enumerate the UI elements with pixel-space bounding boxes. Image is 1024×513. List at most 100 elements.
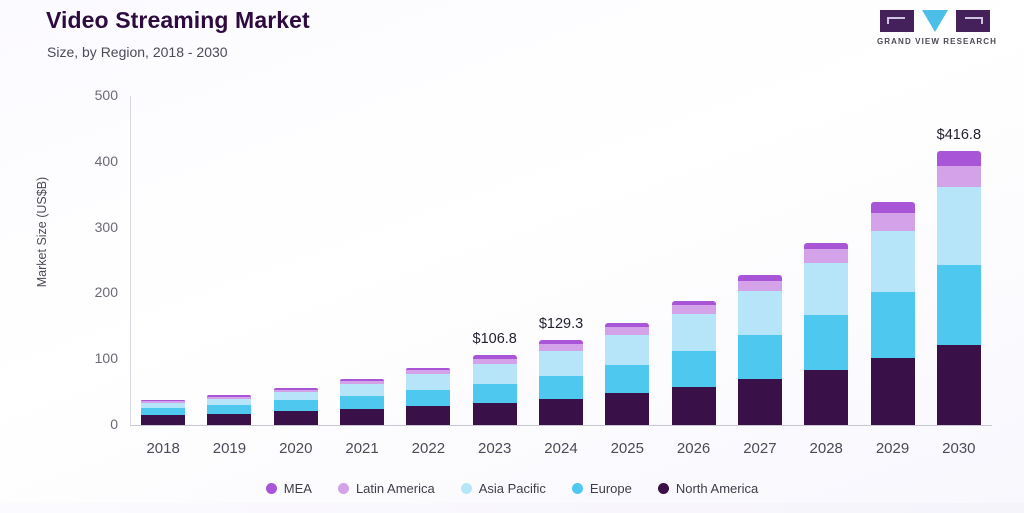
bar-segment-north-america[interactable]: [539, 399, 583, 425]
logo-arrow-left-v: [887, 17, 889, 24]
bar-segment-north-america[interactable]: [671, 387, 716, 425]
logo-square-right-icon: [956, 10, 990, 32]
bar-segment-latin-america[interactable]: [870, 213, 915, 231]
bar-group[interactable]: [340, 378, 385, 425]
bar-segment-asia-pacific[interactable]: [737, 291, 782, 335]
bar-segment-europe[interactable]: [406, 390, 451, 407]
bar-group[interactable]: [273, 387, 318, 425]
bar-segment-europe[interactable]: [737, 334, 782, 380]
bar-segment-mea[interactable]: [472, 354, 517, 359]
bar-segment-mea[interactable]: [141, 400, 186, 402]
legend-label: North America: [675, 481, 759, 496]
bar-segment-north-america[interactable]: [605, 393, 650, 425]
bar-group[interactable]: [671, 301, 716, 425]
bar-segment-latin-america[interactable]: [804, 249, 849, 264]
bar-stack: [936, 150, 981, 425]
bar-group[interactable]: [870, 201, 915, 425]
logo-triangle-icon: [922, 10, 948, 32]
legend-item-latin-america[interactable]: Latin America: [337, 481, 435, 496]
bar-segment-europe[interactable]: [207, 405, 252, 414]
legend-item-mea[interactable]: MEA: [265, 481, 312, 496]
legend-label: Latin America: [355, 481, 435, 496]
bar-segment-europe[interactable]: [141, 407, 186, 416]
bar-stack: [737, 275, 782, 425]
bar-group[interactable]: [207, 395, 252, 425]
bar-segment-europe[interactable]: [936, 265, 981, 345]
bar-group[interactable]: [141, 400, 186, 425]
bar-segment-mea[interactable]: [671, 301, 716, 306]
bar-segment-north-america[interactable]: [141, 415, 186, 425]
bar-segment-asia-pacific[interactable]: [406, 374, 451, 391]
bar-group[interactable]: [406, 367, 451, 425]
bar-segment-asia-pacific[interactable]: [207, 398, 252, 406]
bar-segment-latin-america[interactable]: [539, 344, 583, 352]
bar-segment-latin-america[interactable]: [472, 358, 517, 365]
bar-group[interactable]: [737, 275, 782, 425]
bar-segment-latin-america[interactable]: [340, 380, 385, 385]
bar-segment-mea[interactable]: [936, 150, 981, 166]
bar-group[interactable]: $129.3: [539, 316, 583, 425]
bar-group[interactable]: [605, 322, 650, 425]
bar-segment-north-america[interactable]: [406, 406, 451, 425]
bar-segment-asia-pacific[interactable]: [273, 392, 318, 401]
bar-group[interactable]: [804, 242, 849, 425]
bar-segment-north-america[interactable]: [207, 413, 252, 425]
legend-item-europe[interactable]: Europe: [571, 481, 632, 496]
bar-segment-mea[interactable]: [273, 387, 318, 390]
logo-square-left-icon: [880, 10, 914, 32]
bar-segment-asia-pacific[interactable]: [671, 314, 716, 352]
legend-item-north-america[interactable]: North America: [657, 481, 759, 496]
bar-segment-north-america[interactable]: [737, 379, 782, 425]
bar-segment-north-america[interactable]: [472, 402, 517, 425]
bar-value-label: $416.8: [936, 126, 982, 143]
bar-segment-mea[interactable]: [870, 201, 915, 214]
bar-segment-north-america[interactable]: [804, 369, 849, 425]
bar-group[interactable]: $106.8: [472, 331, 517, 425]
legend-item-asia-pacific[interactable]: Asia Pacific: [460, 481, 546, 496]
bar-segment-latin-america[interactable]: [207, 396, 252, 399]
bar-segment-europe[interactable]: [472, 383, 517, 403]
bar-segment-asia-pacific[interactable]: [804, 263, 849, 316]
bar-segment-north-america[interactable]: [936, 344, 981, 425]
bar-segment-asia-pacific[interactable]: [472, 364, 517, 384]
bar-segment-asia-pacific[interactable]: [340, 384, 385, 397]
bar-segment-latin-america[interactable]: [671, 305, 716, 315]
bar-segment-latin-america[interactable]: [273, 389, 318, 393]
bar-segment-asia-pacific[interactable]: [870, 230, 915, 293]
bar-segment-mea[interactable]: [605, 322, 650, 327]
bar-segment-asia-pacific[interactable]: [539, 351, 583, 376]
bar-segment-europe[interactable]: [605, 364, 650, 394]
bar-segment-europe[interactable]: [273, 400, 318, 411]
bar-segment-latin-america[interactable]: [737, 280, 782, 292]
bar-segment-asia-pacific[interactable]: [605, 334, 650, 365]
bar-segment-mea[interactable]: [539, 339, 583, 345]
bar-group[interactable]: $416.8: [936, 127, 981, 425]
bar-segment-mea[interactable]: [207, 395, 252, 397]
legend-label: Europe: [589, 481, 632, 496]
bar-segment-mea[interactable]: [406, 367, 451, 371]
bar-segment-latin-america[interactable]: [605, 326, 650, 335]
bar-segment-mea[interactable]: [340, 378, 385, 381]
bar-segment-latin-america[interactable]: [141, 401, 186, 403]
bar-segment-europe[interactable]: [671, 351, 716, 388]
logo-text: GRAND VIEW RESEARCH: [876, 37, 998, 46]
bar-segment-europe[interactable]: [804, 315, 849, 370]
x-tick-label: 2030: [942, 440, 976, 457]
bar-segment-north-america[interactable]: [340, 408, 385, 425]
bar-segment-latin-america[interactable]: [406, 370, 451, 375]
bar-segment-latin-america[interactable]: [936, 165, 981, 188]
bar-stack: [273, 387, 318, 425]
bar-segment-north-america[interactable]: [870, 358, 915, 425]
bar-segment-mea[interactable]: [804, 242, 849, 250]
x-tick-label: 2027: [743, 440, 777, 457]
bar-segment-europe[interactable]: [870, 292, 915, 359]
bar-segment-north-america[interactable]: [273, 410, 318, 425]
bar-segment-europe[interactable]: [340, 396, 385, 409]
bar-segment-europe[interactable]: [539, 375, 583, 400]
logo-marks: [874, 8, 996, 34]
bar-segment-asia-pacific[interactable]: [936, 187, 981, 266]
legend-label: Asia Pacific: [478, 481, 546, 496]
bar-segment-mea[interactable]: [737, 275, 782, 281]
bar-segment-asia-pacific[interactable]: [141, 402, 186, 408]
y-tick-label: 400: [94, 152, 118, 169]
